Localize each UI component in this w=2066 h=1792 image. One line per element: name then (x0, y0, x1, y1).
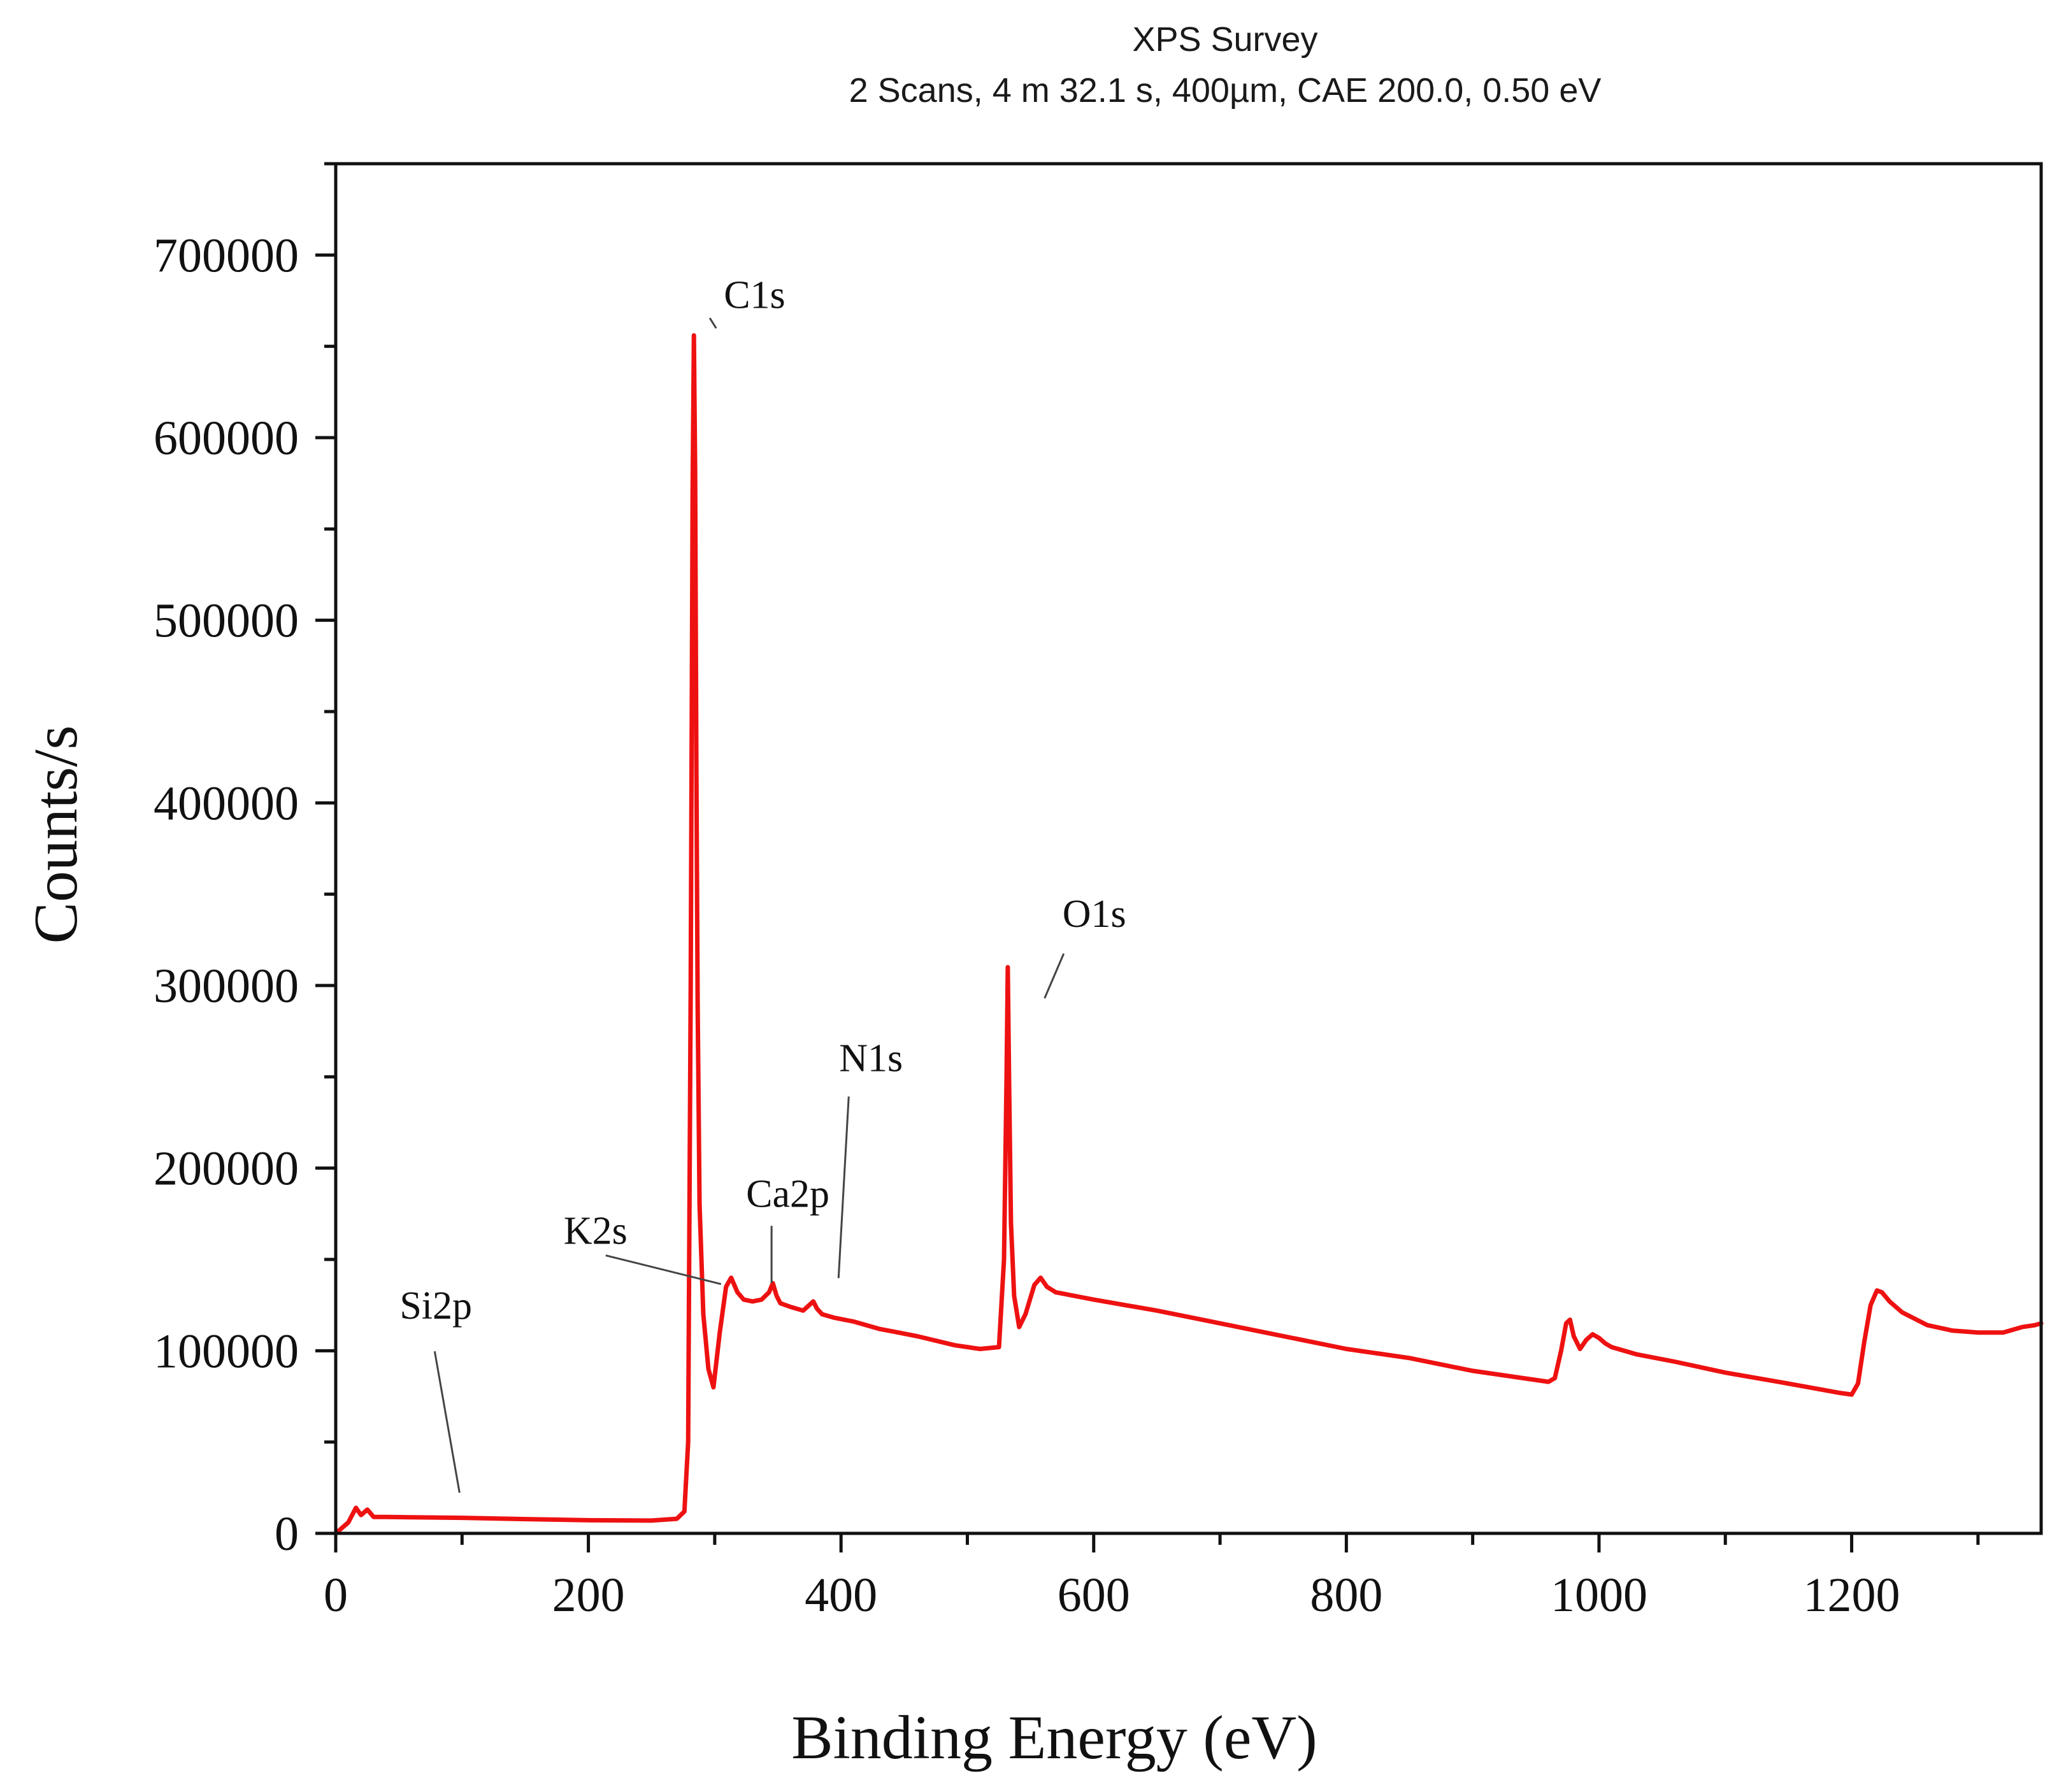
annotation-leader-si2p (433, 1351, 461, 1493)
x-tick-label: 800 (1310, 1568, 1382, 1622)
x-tick-label: 600 (1058, 1568, 1130, 1622)
chart-subtitle: 2 Scans, 4 m 32.1 s, 400µm, CAE 200.0, 0… (849, 71, 1602, 110)
x-tick-label: 0 (324, 1568, 348, 1622)
x-axis-ticks: 0 200 400 600 800 1000 1200 (324, 1533, 1980, 1622)
y-tick-label: 300000 (154, 959, 299, 1013)
annotation-layer: C1s O1s N1s Ca2p K2s Si2p (399, 273, 1126, 1493)
y-tick-label: 200000 (154, 1142, 299, 1196)
y-axis-ticks: 0 100000 200000 300000 400000 500000 600000 700… (154, 162, 336, 1561)
annotation-leader-o1s (1044, 953, 1065, 999)
annotation-label-si2p: Si2p (399, 1284, 472, 1328)
y-tick-label: 600000 (154, 412, 299, 465)
y-tick-label: 100000 (154, 1324, 299, 1378)
y-tick-label: 400000 (154, 777, 299, 830)
annotation-leader-c1s (708, 317, 717, 329)
x-tick-label: 400 (805, 1568, 877, 1622)
x-axis-label: Binding Energy (eV) (791, 1703, 1317, 1772)
series-line-0 (333, 333, 2044, 1536)
y-tick-label: 0 (275, 1507, 299, 1561)
y-tick-label: 500000 (154, 594, 299, 648)
annotation-leader-n1s (837, 1096, 850, 1279)
annotation-leader-k2s (605, 1254, 722, 1286)
annotation-label-n1s: N1s (839, 1036, 903, 1080)
chart-title: XPS Survey (1132, 20, 1317, 59)
annotation-label-o1s: O1s (1063, 892, 1126, 936)
annotation-label-ca2p: Ca2p (746, 1172, 829, 1215)
x-tick-label: 200 (552, 1568, 625, 1622)
x-tick-label: 1200 (1804, 1568, 1900, 1622)
y-tick-label: 700000 (154, 229, 299, 282)
annotation-label-k2s: K2s (564, 1210, 628, 1253)
plot-frame (334, 162, 2043, 1535)
data-layer (333, 333, 2044, 1536)
y-axis-label: Counts/s (22, 725, 90, 943)
annotation-label-c1s: C1s (724, 273, 785, 317)
x-tick-label: 1000 (1551, 1568, 1647, 1622)
